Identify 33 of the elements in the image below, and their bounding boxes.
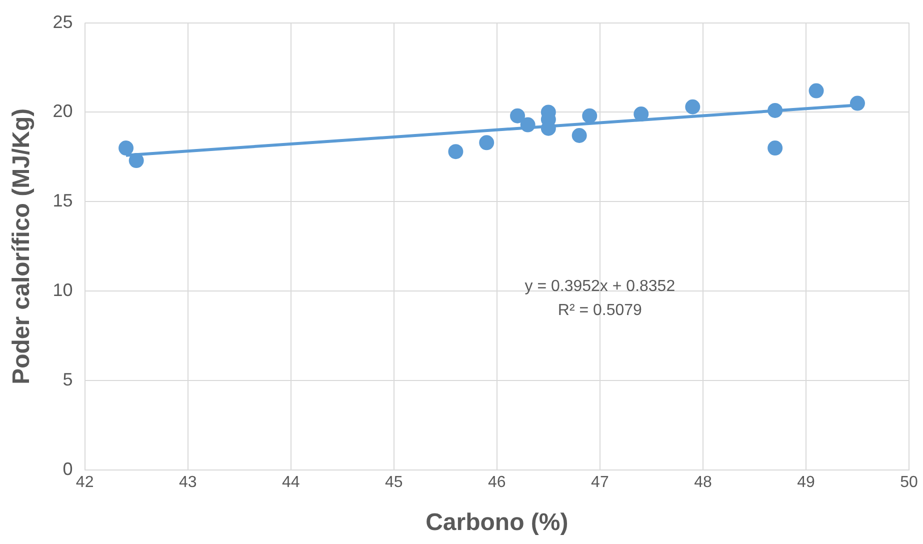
y-tick-label: 0 [62, 458, 73, 479]
y-tick-label: 20 [52, 101, 73, 122]
point [768, 140, 783, 156]
x-tick-label: 42 [76, 474, 94, 492]
point [850, 96, 865, 111]
y-tick-label: 10 [52, 280, 73, 300]
point [685, 99, 700, 114]
point [768, 102, 783, 118]
x-axis-title: Carbono (%) [426, 509, 568, 536]
point [128, 153, 144, 168]
x-tick-label: 43 [178, 474, 197, 492]
y-axis-title: Poder calorífico (MJ/Kg) [8, 108, 36, 384]
y-tick-label: 5 [62, 370, 73, 390]
point [479, 135, 494, 150]
point [448, 144, 464, 160]
x-tick-label: 47 [591, 474, 609, 492]
point [634, 106, 649, 122]
y-tick-label: 25 [52, 12, 73, 32]
x-tick-label: 48 [694, 474, 712, 492]
point [808, 83, 824, 98]
point [118, 140, 134, 156]
point [520, 117, 536, 132]
annotation: y = 0.3952x + 0.8352 [524, 278, 676, 296]
point [582, 108, 598, 124]
x-tick-label: 50 [900, 474, 918, 492]
point [510, 108, 526, 124]
x-tick-label: 46 [488, 474, 506, 492]
annotation: R² = 0.5079 [558, 302, 642, 320]
x-tick-label: 45 [384, 474, 403, 492]
y-tick-label: 15 [52, 190, 73, 211]
x-tick-label: 44 [282, 474, 300, 492]
x-tick-label: 49 [797, 474, 815, 492]
point [572, 128, 587, 143]
